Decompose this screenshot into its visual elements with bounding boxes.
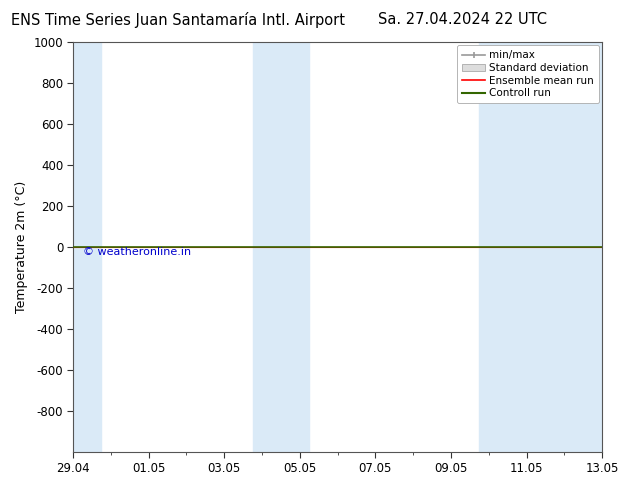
- Text: © weatheronline.in: © weatheronline.in: [84, 247, 191, 257]
- Text: Sa. 27.04.2024 22 UTC: Sa. 27.04.2024 22 UTC: [378, 12, 547, 27]
- Bar: [54, 42, 101, 452]
- Bar: [252, 42, 309, 452]
- Bar: [479, 42, 621, 452]
- Legend: min/max, Standard deviation, Ensemble mean run, Controll run: min/max, Standard deviation, Ensemble me…: [457, 45, 599, 103]
- Text: ENS Time Series Juan Santamaría Intl. Airport: ENS Time Series Juan Santamaría Intl. Ai…: [11, 12, 344, 28]
- Y-axis label: Temperature 2m (°C): Temperature 2m (°C): [15, 181, 28, 313]
